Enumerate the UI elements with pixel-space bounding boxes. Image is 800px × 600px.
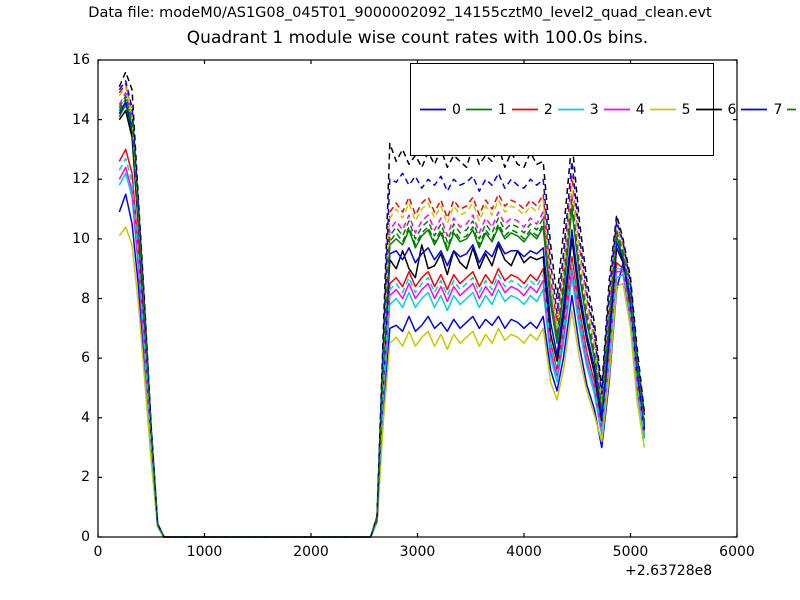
series-line-15 bbox=[118, 95, 646, 538]
legend-label-4: 4 bbox=[635, 101, 645, 118]
legend-label-1: 1 bbox=[497, 101, 507, 118]
legend-entry-4: 4 bbox=[599, 103, 645, 117]
legend-entry-7: 7 bbox=[736, 103, 782, 117]
y-tick-label: 0 bbox=[81, 529, 90, 545]
data-file-caption: Data file: modeM0/AS1G08_045T01_90000020… bbox=[88, 5, 712, 21]
legend-swatch-0 bbox=[420, 108, 446, 111]
legend-swatch-7 bbox=[741, 108, 768, 111]
legend-swatch-4 bbox=[603, 108, 630, 111]
legend-label-2: 2 bbox=[543, 101, 553, 118]
x-tick-label: 3000 bbox=[399, 544, 436, 560]
y-tick-label: 8 bbox=[81, 290, 90, 307]
y-tick-label: 14 bbox=[72, 111, 90, 128]
legend-grid: 0123456789101112131415 bbox=[411, 64, 800, 155]
y-tick-label: 4 bbox=[81, 409, 90, 426]
legend-entry-1: 1 bbox=[461, 103, 507, 117]
legend-swatch-3 bbox=[557, 108, 584, 111]
x-tick-label: 6000 bbox=[719, 544, 755, 560]
x-tick-label: 2000 bbox=[293, 544, 329, 560]
legend-entry-0: 0 bbox=[415, 103, 461, 117]
y-tick-label: 6 bbox=[81, 350, 90, 367]
y-tick-label: 10 bbox=[72, 230, 90, 247]
x-axis-offset-label: +2.63728e8 bbox=[625, 563, 713, 579]
legend-swatch-6 bbox=[695, 108, 722, 111]
legend-label-7: 7 bbox=[773, 101, 783, 118]
legend-entry-5: 5 bbox=[645, 103, 691, 117]
x-tick-label: 1000 bbox=[186, 544, 223, 560]
legend-entry-8: 8 bbox=[782, 103, 800, 117]
y-tick-label: 12 bbox=[72, 171, 90, 188]
x-tick-label: 5000 bbox=[612, 544, 649, 560]
y-tick-label: 16 bbox=[72, 52, 90, 68]
x-tick-label: 0 bbox=[93, 544, 103, 560]
legend: 0123456789101112131415 bbox=[410, 63, 800, 156]
legend-label-3: 3 bbox=[589, 101, 599, 118]
legend-label-5: 5 bbox=[681, 101, 691, 118]
legend-entry-3: 3 bbox=[553, 103, 599, 117]
legend-entry-2: 2 bbox=[507, 103, 553, 117]
y-tick-label: 2 bbox=[81, 469, 90, 486]
legend-swatch-8 bbox=[787, 108, 800, 111]
legend-label-0: 0 bbox=[452, 101, 461, 118]
legend-swatch-5 bbox=[649, 108, 676, 111]
series-line-10 bbox=[118, 157, 646, 538]
legend-swatch-2 bbox=[511, 108, 538, 111]
legend-entry-6: 6 bbox=[691, 101, 737, 118]
chart-title: Quadrant 1 module wise count rates with … bbox=[186, 28, 649, 48]
x-tick-label: 4000 bbox=[506, 544, 542, 560]
legend-swatch-1 bbox=[465, 108, 492, 111]
tick-marks-layer bbox=[97, 59, 738, 538]
legend-label-6: 6 bbox=[727, 101, 737, 118]
